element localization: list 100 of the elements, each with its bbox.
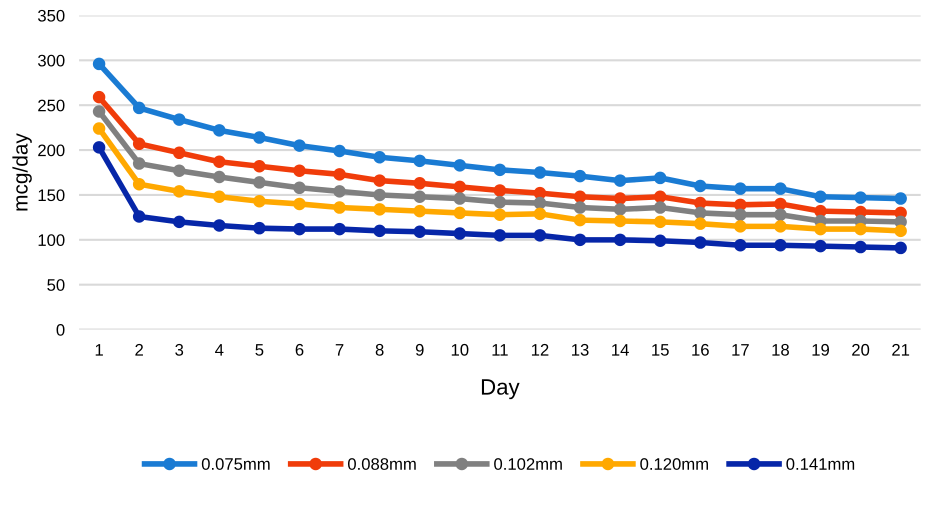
point [494,164,506,176]
point [734,238,747,252]
x-tick-label: 11 [492,344,508,356]
point [574,170,586,182]
point [413,190,426,204]
point [734,182,747,195]
point [333,201,346,214]
point [253,176,266,189]
point [373,188,386,202]
x-tick-label: 19 [812,344,829,356]
point [92,122,106,135]
point [854,240,867,254]
x-tick-label: 17 [732,344,749,356]
y-tick-label: 100 [38,234,65,246]
x-tick-label: 1 [96,344,103,356]
point [253,222,266,234]
point [454,227,466,240]
point [293,198,306,210]
point [494,229,506,242]
y-tick-label: 150 [38,189,65,202]
point [413,154,426,168]
point [614,214,626,228]
point [774,220,787,233]
point [454,206,466,220]
point [172,216,186,228]
point [694,206,707,220]
y-tick-label: 50 [47,279,65,291]
point [534,229,546,242]
point [373,224,386,238]
point [333,144,346,158]
x-tick-label: 18 [772,344,789,356]
point [92,105,106,118]
point [213,219,226,232]
legend-label: 0.120mm [640,458,708,470]
point [534,166,546,179]
point [814,190,827,204]
point [132,138,146,150]
point [213,190,226,204]
point [373,174,386,187]
x-axis-title: Day [482,379,520,400]
x-tick-label: 7 [336,344,344,356]
point [333,185,346,198]
x-tick-label: 5 [255,344,264,356]
point [534,208,546,220]
y-tick-label: 0 [56,324,65,336]
point [494,184,506,197]
x-tick-label: 6 [296,344,304,356]
point [774,182,787,195]
point [413,204,426,218]
point [293,222,306,236]
point [333,222,346,236]
point [454,192,466,205]
point [614,192,626,205]
point [494,196,506,208]
legend-label: 0.141mm [786,458,854,470]
point [172,164,186,177]
point [654,234,666,247]
legend-label: 0.088mm [348,458,416,470]
x-tick-label: 21 [892,344,910,356]
x-tick-label: 8 [376,344,384,356]
point [614,174,626,187]
point [894,242,907,254]
x-tick-label: 20 [852,344,870,356]
y-tick-label: 350 [38,10,65,22]
point [132,157,146,170]
point [774,198,787,210]
point [454,159,466,172]
x-tick-label: 14 [612,344,629,356]
x-tick-label: 13 [572,344,589,356]
point [293,182,306,194]
point [614,234,626,246]
point [333,168,346,181]
x-tick-label: 9 [416,344,424,356]
point [734,198,747,212]
point [654,201,666,214]
point [172,185,186,198]
point [854,191,867,204]
point [574,214,586,226]
point [253,160,266,172]
point [373,151,386,164]
point [413,226,426,238]
point [654,172,666,184]
point [574,201,586,214]
x-tick-label: 15 [652,344,669,356]
point [894,192,907,205]
point [132,102,146,114]
x-tick-label: 10 [452,344,468,356]
point [92,58,106,70]
point [614,203,626,216]
point [654,216,666,228]
point [213,124,226,137]
x-tick-label: 4 [215,344,224,356]
point [534,196,546,210]
point [293,164,306,177]
point [293,139,306,152]
point [92,141,106,154]
x-tick-label: 12 [532,344,548,356]
y-tick-label: 250 [38,100,65,112]
point [694,217,707,230]
point [694,180,707,192]
